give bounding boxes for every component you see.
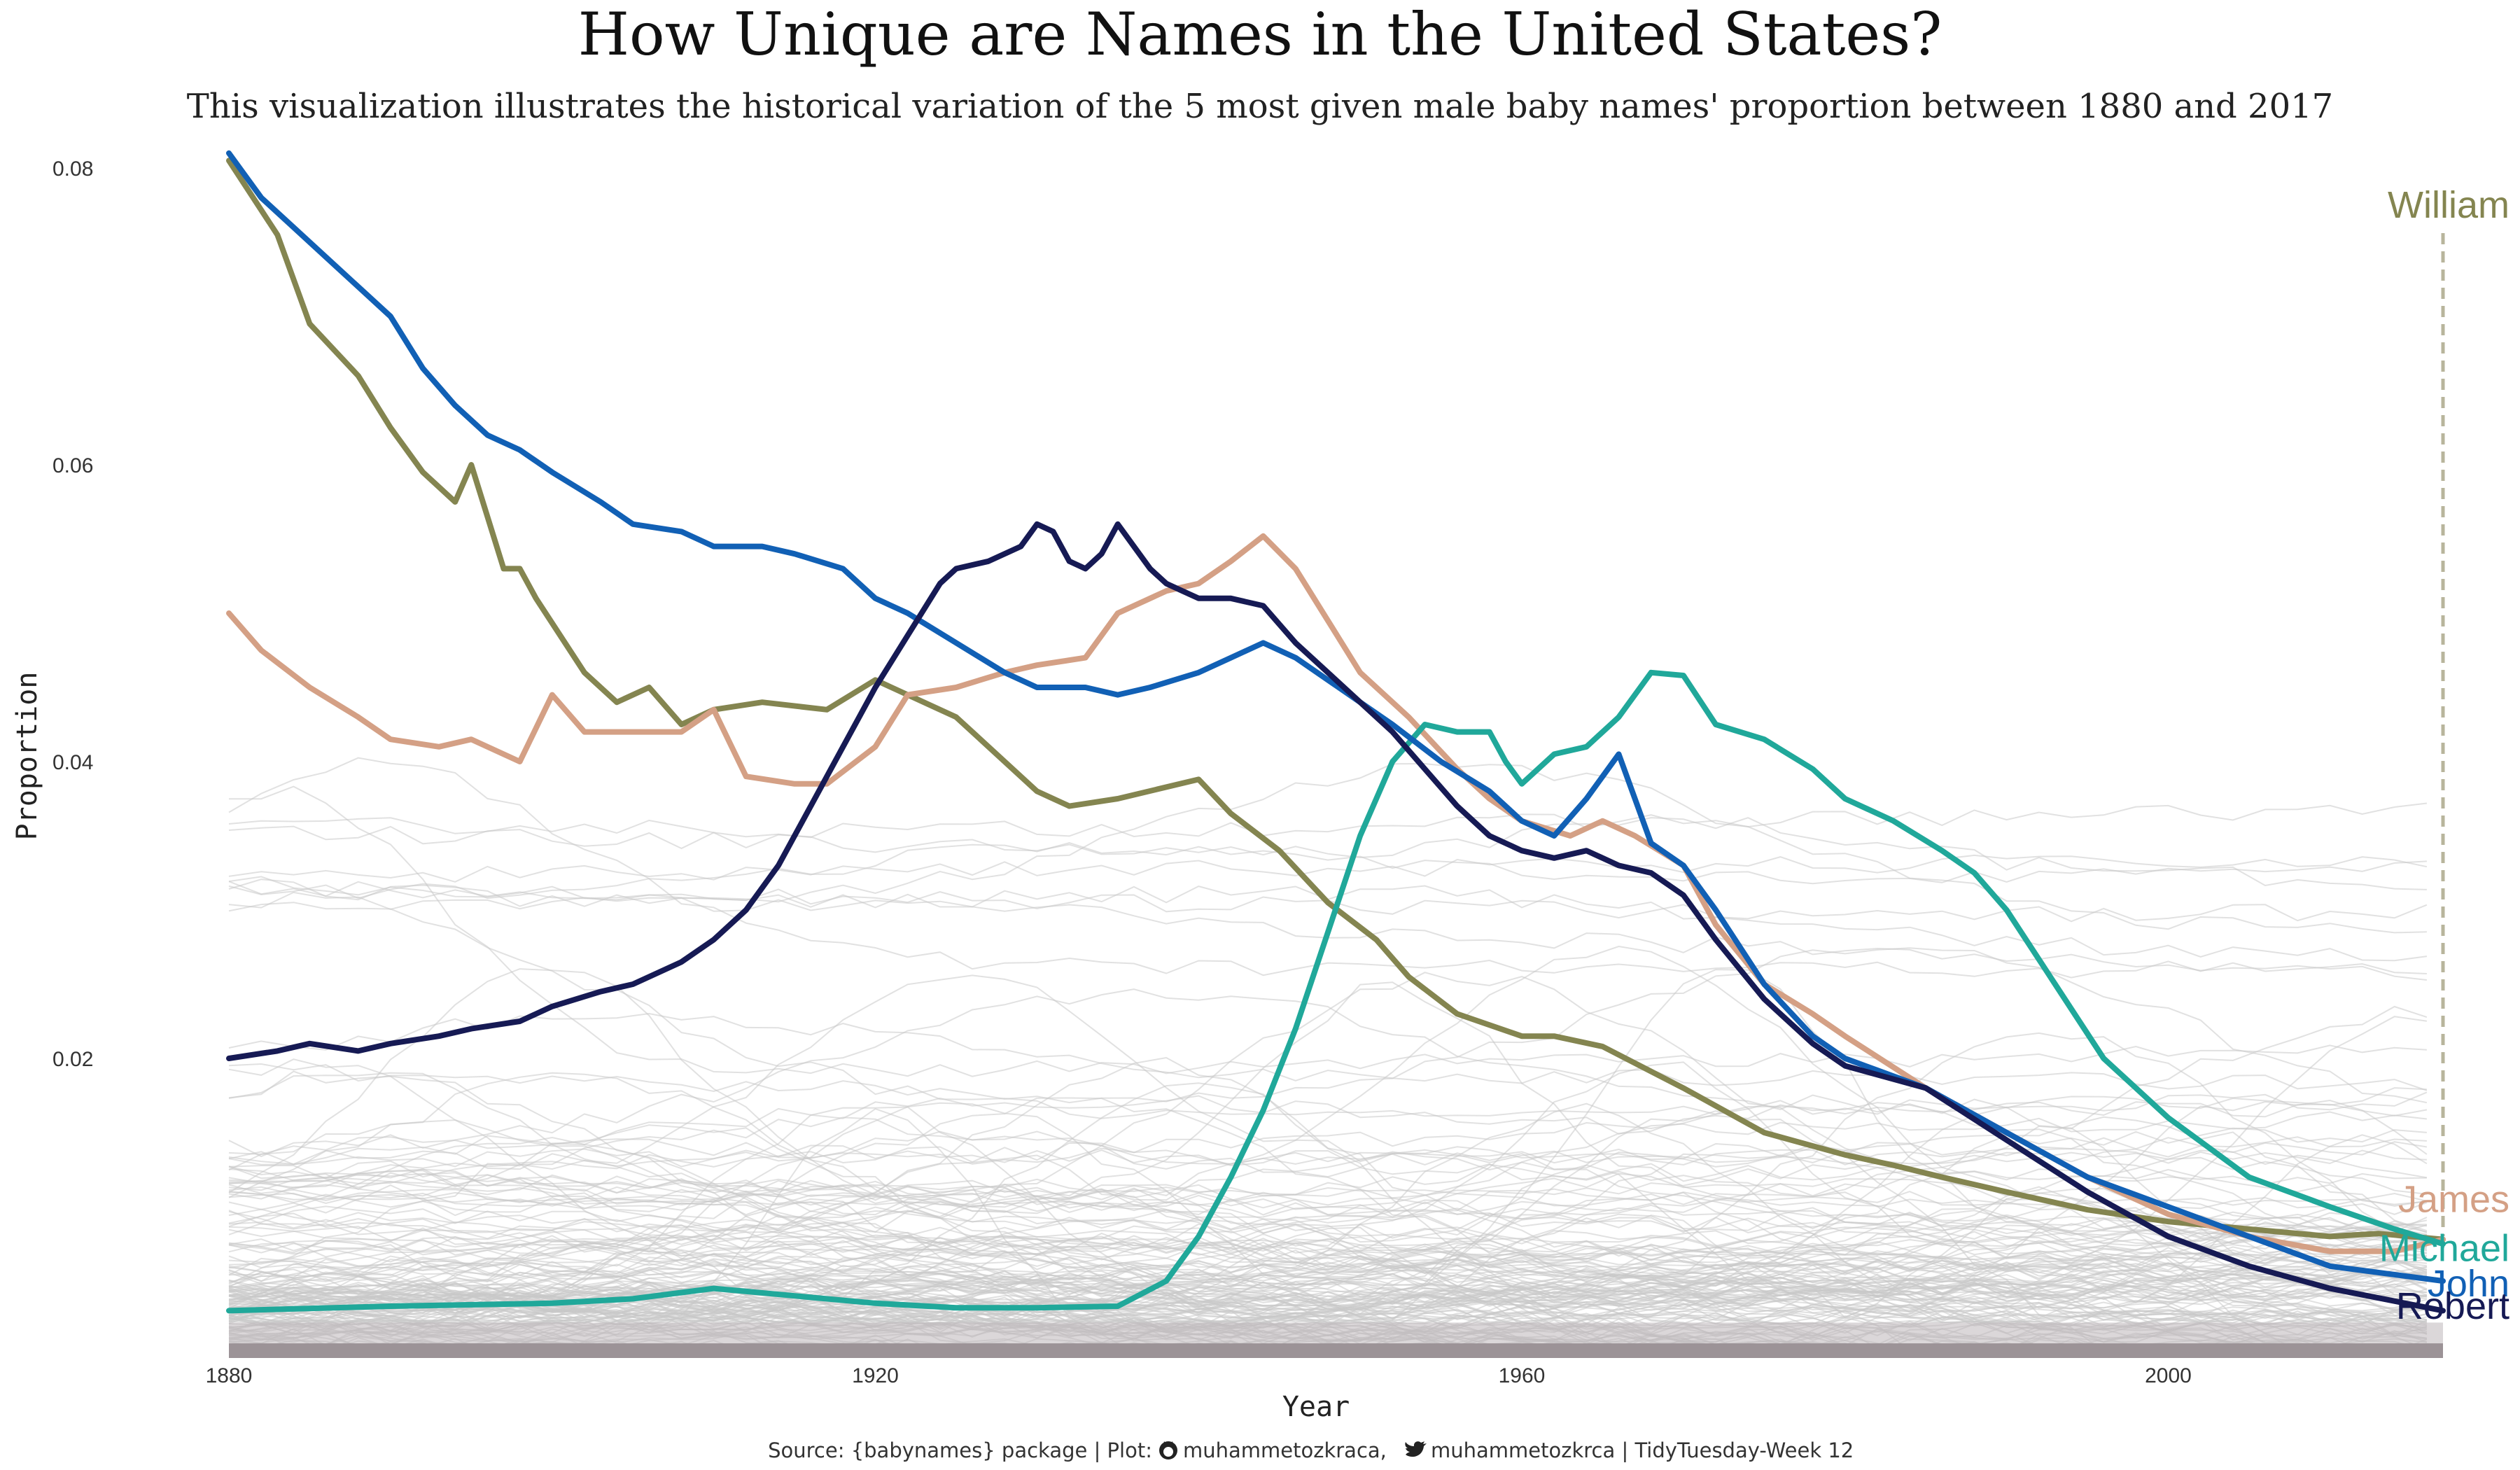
background-name-line	[228, 1154, 2427, 1311]
series-line-robert	[226, 521, 2446, 1314]
background-name-line	[228, 1061, 2428, 1270]
background-name-line	[228, 1236, 2428, 1298]
background-name-line	[228, 785, 2427, 1077]
background-name-line	[228, 1127, 2427, 1168]
baseline-band-fill	[229, 1343, 2443, 1358]
end-label-james: James	[2398, 1178, 2510, 1220]
caption: Source: {babynames} package | Plot: muha…	[768, 1438, 1854, 1462]
caption-twitter-handle: muhammetozkrca | TidyTuesday-Week 12	[1431, 1438, 1854, 1462]
background-name-line	[228, 968, 2427, 1233]
series-line-james	[226, 533, 2446, 1254]
background-name-line	[228, 1264, 2428, 1334]
background-name-line	[228, 969, 2428, 1279]
background-name-line	[228, 757, 2427, 979]
background-name-line	[228, 947, 2428, 1104]
background-name-line	[228, 1187, 2427, 1250]
series-line-john	[226, 150, 2446, 1284]
end-label-william: William	[2388, 184, 2510, 226]
x-axis-title: Year	[1282, 1391, 1350, 1423]
background-name-lines	[228, 757, 2428, 1353]
github-icon	[1159, 1441, 1177, 1460]
y-tick-label: 0.04	[52, 751, 93, 774]
background-name-line	[228, 1056, 2428, 1279]
y-axis-ticks: 0.02 0.04 0.06 0.08	[52, 158, 93, 1071]
background-name-line	[228, 1205, 2428, 1277]
x-tick-label: 1920	[852, 1364, 899, 1387]
end-label-robert: Robert	[2396, 1285, 2510, 1327]
background-name-line	[228, 981, 2428, 1206]
background-name-line	[228, 762, 2427, 934]
x-tick-label: 1880	[206, 1364, 253, 1387]
background-name-line	[228, 902, 2428, 1119]
background-name-line	[228, 1005, 2428, 1218]
background-name-line	[228, 988, 2427, 1158]
x-tick-label: 2000	[2145, 1364, 2192, 1387]
series-line-michael	[226, 669, 2446, 1314]
baseline-band	[229, 1322, 2443, 1358]
background-name-line	[228, 876, 2428, 962]
background-name-line	[228, 1070, 2428, 1312]
background-name-line	[228, 1165, 2428, 1239]
x-axis-ticks: 1880 1920 1960 2000	[206, 1364, 2192, 1387]
end-label-john: John	[2428, 1263, 2510, 1305]
background-name-line	[228, 1153, 2428, 1319]
end-label-michael: Michael	[2379, 1227, 2510, 1269]
y-tick-label: 0.08	[52, 158, 93, 181]
caption-github-handle: muhammetozkraca,	[1183, 1438, 1387, 1462]
background-name-line	[228, 1124, 2428, 1293]
background-name-line	[228, 1252, 2427, 1306]
background-name-line	[228, 1236, 2428, 1329]
background-name-line	[228, 1101, 2428, 1179]
baseline-band-fade	[229, 1322, 2443, 1344]
background-name-line	[228, 1242, 2428, 1308]
background-name-line	[228, 802, 2428, 839]
background-name-line	[228, 854, 2428, 883]
background-name-line	[228, 1151, 2428, 1237]
background-name-line	[228, 1273, 2427, 1304]
background-name-line	[228, 1274, 2428, 1317]
chart-subtitle: This visualization illustrates the histo…	[187, 87, 2333, 126]
background-name-line	[228, 1256, 2428, 1305]
caption-prefix: Source: {babynames} package | Plot:	[768, 1438, 1152, 1462]
background-name-line	[228, 945, 2428, 1242]
background-name-line	[228, 1136, 2428, 1296]
twitter-icon	[1405, 1441, 1427, 1457]
background-name-line	[228, 842, 2427, 899]
y-tick-label: 0.02	[52, 1048, 93, 1071]
background-name-line	[228, 817, 2427, 890]
background-name-line	[228, 1256, 2428, 1330]
series-line-william	[226, 158, 2446, 1242]
background-name-line	[228, 1012, 2428, 1091]
background-name-line	[228, 1236, 2427, 1284]
background-name-line	[228, 1273, 2428, 1324]
y-axis-title: Proportion	[11, 672, 43, 841]
y-tick-label: 0.06	[52, 454, 93, 477]
x-tick-label: 1960	[1499, 1364, 1546, 1387]
chart-title: How Unique are Names in the United State…	[578, 0, 1942, 69]
series-lines	[226, 150, 2446, 1314]
